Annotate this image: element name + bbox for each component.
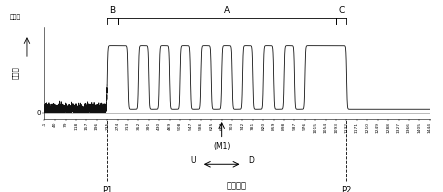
Text: D: D [248,156,254,165]
Text: （高）: （高） [10,14,21,20]
Text: C: C [338,6,344,15]
Text: U: U [190,156,195,165]
Text: (M1): (M1) [213,142,230,151]
Text: 位置坐标: 位置坐标 [227,182,247,190]
Text: P2: P2 [341,186,352,192]
Text: P1: P1 [102,186,113,192]
Text: B: B [109,6,116,15]
Text: 反射率: 反射率 [12,67,19,79]
Text: A: A [224,6,230,15]
